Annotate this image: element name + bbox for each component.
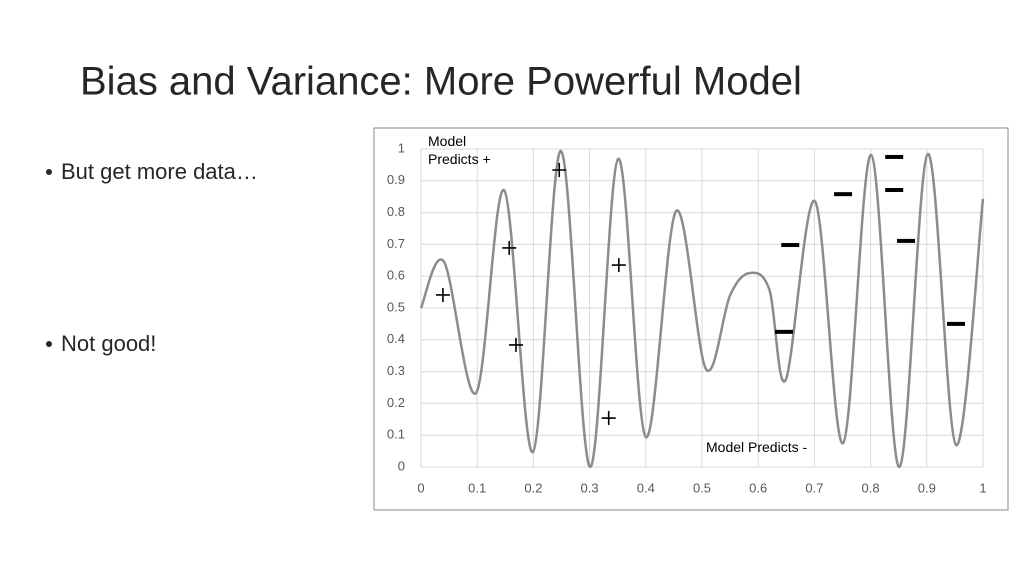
minus-point — [781, 243, 800, 248]
bullet: Not good! — [61, 331, 156, 356]
bullet-dot — [46, 341, 52, 347]
y-tick-label: 0.3 — [387, 363, 405, 378]
bullet: But get more data… — [61, 159, 258, 184]
minus-point — [775, 329, 794, 334]
plus-point — [435, 287, 450, 302]
x-tick-label: 1 — [979, 480, 986, 495]
y-tick-label: 0.4 — [387, 331, 405, 346]
x-tick-label: 0.4 — [637, 480, 655, 495]
slide-title: Bias and Variance: More Powerful Model — [80, 60, 802, 104]
plus-point — [601, 411, 616, 426]
plus-point — [502, 240, 517, 255]
x-tick-label: 0.6 — [749, 480, 767, 495]
annotation-text: Model Predicts - — [706, 439, 808, 455]
x-tick-label: 0.3 — [581, 480, 599, 495]
x-tick-label: 0 — [417, 480, 424, 495]
annotation: Model Predicts - — [706, 439, 808, 455]
bullet-dot — [46, 169, 52, 175]
minus-point — [885, 154, 904, 159]
plus-point — [611, 258, 626, 273]
y-tick-label: 0.2 — [387, 395, 405, 410]
y-tick-label: 1 — [398, 140, 405, 155]
x-tick-label: 0.7 — [805, 480, 823, 495]
plot: 0 0.1 0.2 0.3 0.4 0.5 0.6 0.7 0.8 0.9 1 0 0.1 0.2 0.3 0… — [387, 133, 987, 495]
minus-point — [834, 192, 853, 197]
y-tick-label: 0.7 — [387, 236, 405, 251]
minus-point — [947, 321, 966, 326]
x-tick-label: 0.1 — [468, 480, 486, 495]
y-tick-label: 0.8 — [387, 204, 405, 219]
y-tick-label: 0 — [398, 458, 405, 473]
x-tick-label: 0.5 — [693, 480, 711, 495]
y-tick-label: 0.9 — [387, 172, 405, 187]
x-tick-label: 0.2 — [524, 480, 542, 495]
x-tick-label: 0.9 — [918, 480, 936, 495]
plus-point — [508, 337, 523, 352]
y-tick-label: 0.1 — [387, 427, 405, 442]
plus-point — [552, 162, 567, 177]
y-tick-label: 0.6 — [387, 268, 405, 283]
curve — [419, 149, 985, 469]
y-tick-label: 0.5 — [387, 299, 405, 314]
minus-point — [885, 188, 904, 193]
annotation-text: Model Predicts + — [428, 133, 491, 167]
minus-point — [897, 238, 916, 243]
annotation: Model Predicts + — [428, 133, 491, 167]
x-tick-label: 0.8 — [862, 480, 880, 495]
